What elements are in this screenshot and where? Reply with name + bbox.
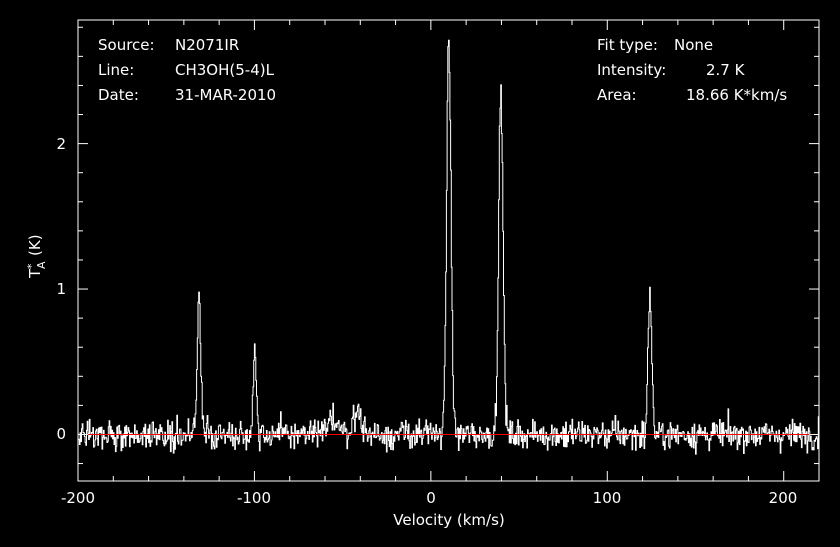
source-key: Source: — [98, 36, 155, 54]
xtick-label: 200 — [769, 489, 798, 507]
ytick-label: 0 — [56, 425, 66, 443]
date-value: 31-MAR-2010 — [175, 86, 276, 104]
y-axis-label: T * A (K) — [25, 234, 48, 279]
ytick-labels: 0 1 2 — [56, 135, 66, 443]
plot-frame — [77, 19, 820, 482]
date-key: Date: — [98, 86, 139, 104]
xtick-label: 100 — [593, 489, 622, 507]
line-key: Line: — [98, 61, 134, 79]
xtick-label: 0 — [426, 489, 436, 507]
y-axis-label-unit: (K) — [26, 234, 44, 256]
intensity-key: Intensity: — [597, 61, 666, 79]
y-axis-label-superscript: * — [25, 263, 38, 269]
line-value: CH3OH(5-4)L — [175, 61, 275, 79]
y-axis-label-main: T — [26, 268, 44, 279]
ytick-label: 1 — [56, 280, 66, 298]
fit-type-key: Fit type: — [597, 36, 658, 54]
area-key: Area: — [597, 86, 637, 104]
xtick-label: -100 — [237, 489, 271, 507]
xtick-labels: -200 -100 0 100 200 — [61, 489, 797, 507]
ytick-label: 2 — [56, 135, 66, 153]
spectrum-trace — [78, 39, 819, 455]
intensity-value: 2.7 K — [706, 61, 746, 79]
header-right: Fit type: None Intensity: 2.7 K Area: 18… — [597, 36, 787, 104]
area-value: 18.66 K*km/s — [686, 86, 787, 104]
fit-type-value: None — [674, 36, 713, 54]
y-axis-label-subscript: A — [35, 261, 48, 269]
spectrum-trace-group — [78, 39, 819, 455]
x-axis-label: Velocity (km/s) — [393, 511, 504, 529]
source-value: N2071IR — [175, 36, 239, 54]
header-left: Source: N2071IR Line: CH3OH(5-4)L Date: … — [98, 36, 276, 104]
xtick-label: -200 — [61, 489, 95, 507]
tick-marks — [77, 20, 820, 481]
